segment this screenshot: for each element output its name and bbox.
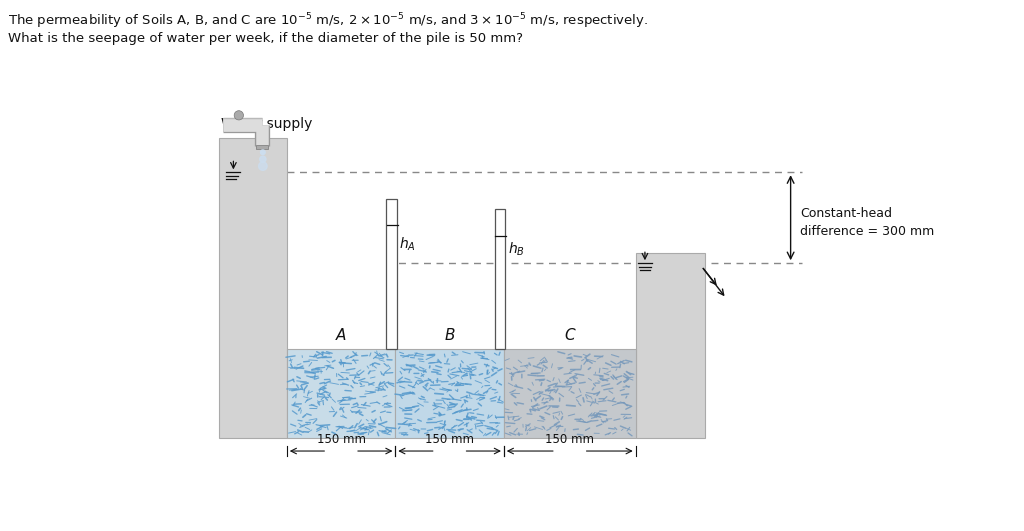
Circle shape [234, 110, 244, 120]
Text: C: C [564, 328, 575, 343]
Bar [386, 199, 397, 349]
Text: A: A [336, 328, 346, 343]
Circle shape [260, 150, 265, 155]
Bar [219, 138, 287, 438]
Bar [504, 349, 636, 438]
Bar [636, 253, 706, 438]
Bar [395, 349, 504, 438]
Text: B: B [444, 328, 455, 343]
Text: The permeability of Soils A, B, and C are $10^{-5}$ m/s, $2\times10^{-5}$ m/s, a: The permeability of Soils A, B, and C ar… [8, 12, 648, 31]
Text: 150 mm: 150 mm [545, 433, 594, 447]
Text: Water supply: Water supply [221, 117, 312, 132]
Text: $h_B$: $h_B$ [508, 241, 524, 259]
Bar [256, 144, 268, 149]
Bar [495, 209, 506, 349]
Text: $h_A$: $h_A$ [399, 235, 416, 253]
Bar [287, 349, 395, 438]
Text: 150 mm: 150 mm [425, 433, 474, 447]
Circle shape [260, 156, 266, 162]
Text: difference = 300 mm: difference = 300 mm [800, 225, 934, 238]
Text: Constant-head: Constant-head [800, 208, 892, 220]
Text: What is the seepage of water per week, if the diameter of the pile is 50 mm?: What is the seepage of water per week, i… [8, 32, 523, 45]
Text: 150 mm: 150 mm [316, 433, 366, 447]
Circle shape [259, 162, 267, 170]
